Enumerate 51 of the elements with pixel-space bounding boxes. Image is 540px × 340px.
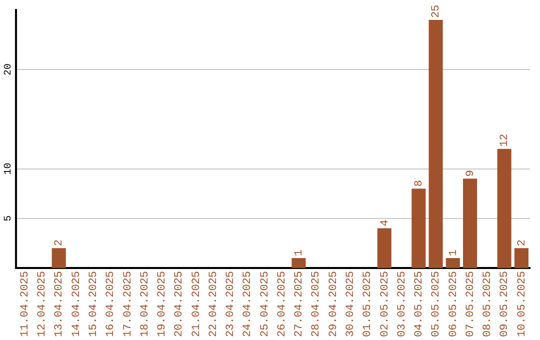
y-tick-label: 20 <box>4 64 15 76</box>
x-tick-label: 30.04.2025 <box>345 270 358 338</box>
data-label: 8 <box>414 180 426 187</box>
x-tick-label: 26.04.2025 <box>276 270 288 338</box>
x-tick-label: 23.04.2025 <box>225 270 238 338</box>
x-tick-label: 04.05.2025 <box>414 270 426 338</box>
data-label: 2 <box>516 240 528 246</box>
bar <box>52 248 66 268</box>
data-label: 2 <box>54 240 66 246</box>
x-tick-label: 12.04.2025 <box>36 270 49 338</box>
x-tick-label: 01.05.2025 <box>362 270 374 338</box>
x-tick-label: 20.04.2025 <box>174 270 186 338</box>
x-tick-label: 11.04.2025 <box>19 270 32 338</box>
bar <box>412 188 426 268</box>
x-tick-label: 28.04.2025 <box>310 270 323 338</box>
data-label: 1 <box>448 249 460 256</box>
x-tick-label: 22.04.2025 <box>208 270 220 338</box>
x-tick-label: 29.04.2025 <box>328 270 340 338</box>
data-label: 25 <box>430 4 443 18</box>
x-tick-label: 25.04.2025 <box>259 270 272 338</box>
bar <box>514 248 528 268</box>
x-tick-label: 16.04.2025 <box>105 270 118 338</box>
x-tick-label: 06.05.2025 <box>448 270 460 338</box>
x-tick-label: 02.05.2025 <box>379 270 392 338</box>
y-tick-label: 5 <box>4 215 15 222</box>
x-tick-label: 09.05.2025 <box>499 270 512 338</box>
y-tick-label: 10 <box>4 162 15 175</box>
x-tick-label: 03.05.2025 <box>396 270 408 338</box>
bar <box>428 20 443 268</box>
x-tick-label: 14.04.2025 <box>70 270 83 338</box>
x-tick-label: 21.04.2025 <box>190 270 203 338</box>
x-tick-label: 17.04.2025 <box>122 270 134 338</box>
x-tick-label: 05.05.2025 <box>430 270 443 338</box>
bar <box>292 258 306 268</box>
x-tick-label: 15.04.2025 <box>88 270 100 338</box>
x-tick-label: 10.05.2025 <box>516 270 528 338</box>
x-tick-label: 18.04.2025 <box>139 270 152 338</box>
x-tick-label: 27.04.2025 <box>294 270 306 338</box>
bar <box>377 228 392 268</box>
x-tick-label: 07.05.2025 <box>464 270 477 338</box>
bar <box>463 178 478 268</box>
x-tick-label: 08.05.2025 <box>482 270 494 338</box>
x-tick-label: 13.04.2025 <box>54 270 66 338</box>
bar <box>497 148 512 268</box>
data-label: 12 <box>499 134 512 147</box>
data-label: 4 <box>379 219 392 226</box>
x-tick-label: 19.04.2025 <box>156 270 169 338</box>
data-label: 9 <box>464 170 477 177</box>
data-label: 1 <box>294 249 306 256</box>
bar <box>446 258 460 268</box>
x-tick-label: 24.04.2025 <box>242 270 254 338</box>
